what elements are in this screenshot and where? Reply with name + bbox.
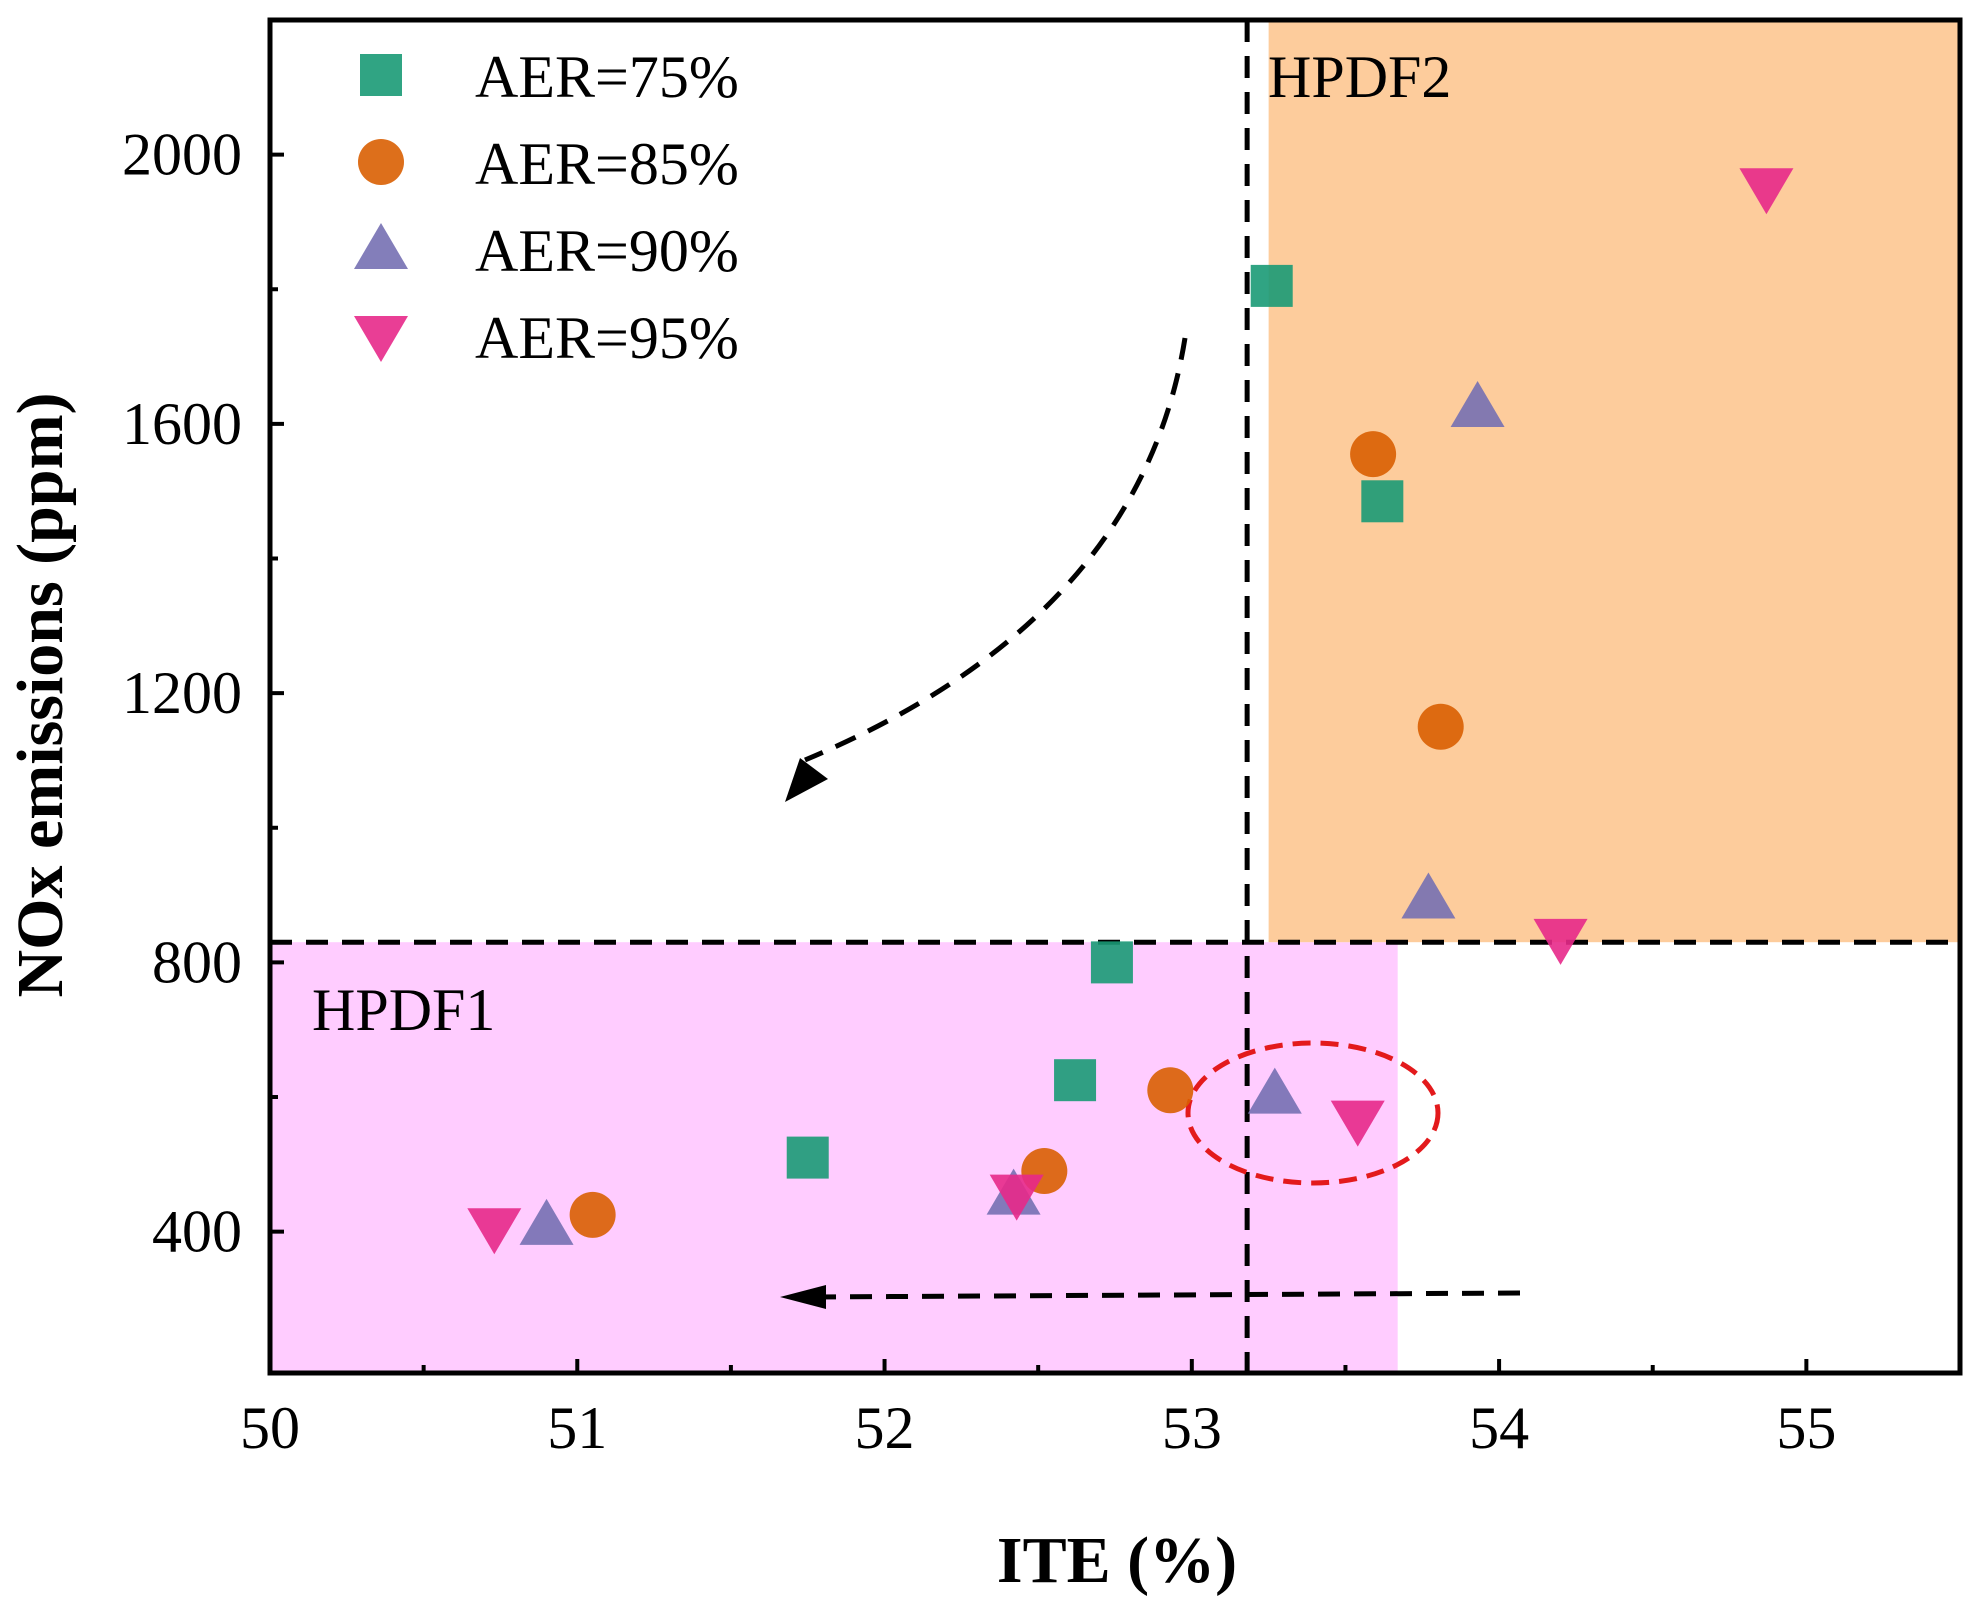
highlight-regions: [270, 20, 1960, 1373]
legend-marker-triangle-up: [354, 223, 408, 269]
data-points: [467, 168, 1794, 1255]
horizontal-trend-arrow: [809, 1290, 1521, 1300]
y-tick-label: 400: [152, 1199, 242, 1265]
legend-label: AER=75%: [475, 44, 739, 110]
point-triangle-down-5: [1739, 168, 1794, 215]
y-tick-label: 800: [152, 929, 242, 995]
y-tick-label: 1200: [122, 660, 242, 726]
region-labels: HPDF1 HPDF2: [312, 44, 1451, 1043]
y-axis-title: NOx emissions (ppm): [4, 392, 77, 997]
point-triangle-down-3: [1330, 1100, 1385, 1147]
point-square-3: [1090, 941, 1133, 984]
x-tick-label: 50: [240, 1395, 300, 1461]
curved-trend-arrow: [804, 337, 1188, 763]
legend-label: AER=90%: [475, 218, 739, 284]
x-tick-label: 53: [1162, 1395, 1222, 1461]
point-square-4: [1361, 480, 1404, 523]
region-label-hpdf1: HPDF1: [312, 977, 495, 1043]
legend-marker-circle: [358, 139, 404, 185]
point-circle-4: [1350, 431, 1397, 478]
highlight-ellipse: [1185, 1040, 1441, 1186]
point-triangle-up-3: [1247, 1067, 1302, 1114]
axes: 50 51 52 53 54 55 400 800 1200 1600 2000: [122, 17, 1963, 1461]
point-square-2: [1054, 1059, 1097, 1102]
x-tick-label: 55: [1776, 1395, 1836, 1461]
point-circle-3: [1147, 1067, 1194, 1114]
point-triangle-up-1: [519, 1198, 574, 1245]
point-triangle-up-5: [1450, 381, 1505, 428]
point-circle-5: [1417, 703, 1464, 750]
point-triangle-down-2: [989, 1174, 1044, 1221]
curved-trend-arrowhead: [785, 758, 828, 802]
legend-label: AER=85%: [475, 131, 739, 197]
legend-marker-triangle-down: [354, 316, 408, 362]
x-axis-title: ITE (%): [997, 1524, 1237, 1597]
point-square-5: [1250, 264, 1293, 307]
y-tick-label: 1600: [122, 391, 242, 457]
axis-titles: ITE (%) NOx emissions (ppm): [4, 392, 1237, 1597]
x-tick-label: 51: [547, 1395, 607, 1461]
x-tick-label: 52: [855, 1395, 915, 1461]
point-triangle-up-4: [1401, 872, 1456, 919]
point-square-1: [786, 1136, 829, 1179]
region-hpdf1: [270, 942, 1398, 1373]
y-tick-label: 2000: [122, 122, 242, 188]
legend-marker-square: [360, 54, 402, 96]
legend-label: AER=95%: [475, 305, 739, 371]
legend: AER=75% AER=85% AER=90% AER=95%: [354, 44, 739, 371]
x-tick-label: 54: [1469, 1395, 1529, 1461]
region-label-hpdf2: HPDF2: [1268, 44, 1451, 110]
trend-arrows: [780, 337, 1521, 1309]
point-triangle-down-1: [467, 1208, 522, 1255]
plot-frame: [267, 17, 1963, 1376]
point-triangle-down-4: [1533, 918, 1588, 965]
point-circle-1: [569, 1191, 616, 1238]
horizontal-trend-arrowhead: [780, 1285, 826, 1309]
